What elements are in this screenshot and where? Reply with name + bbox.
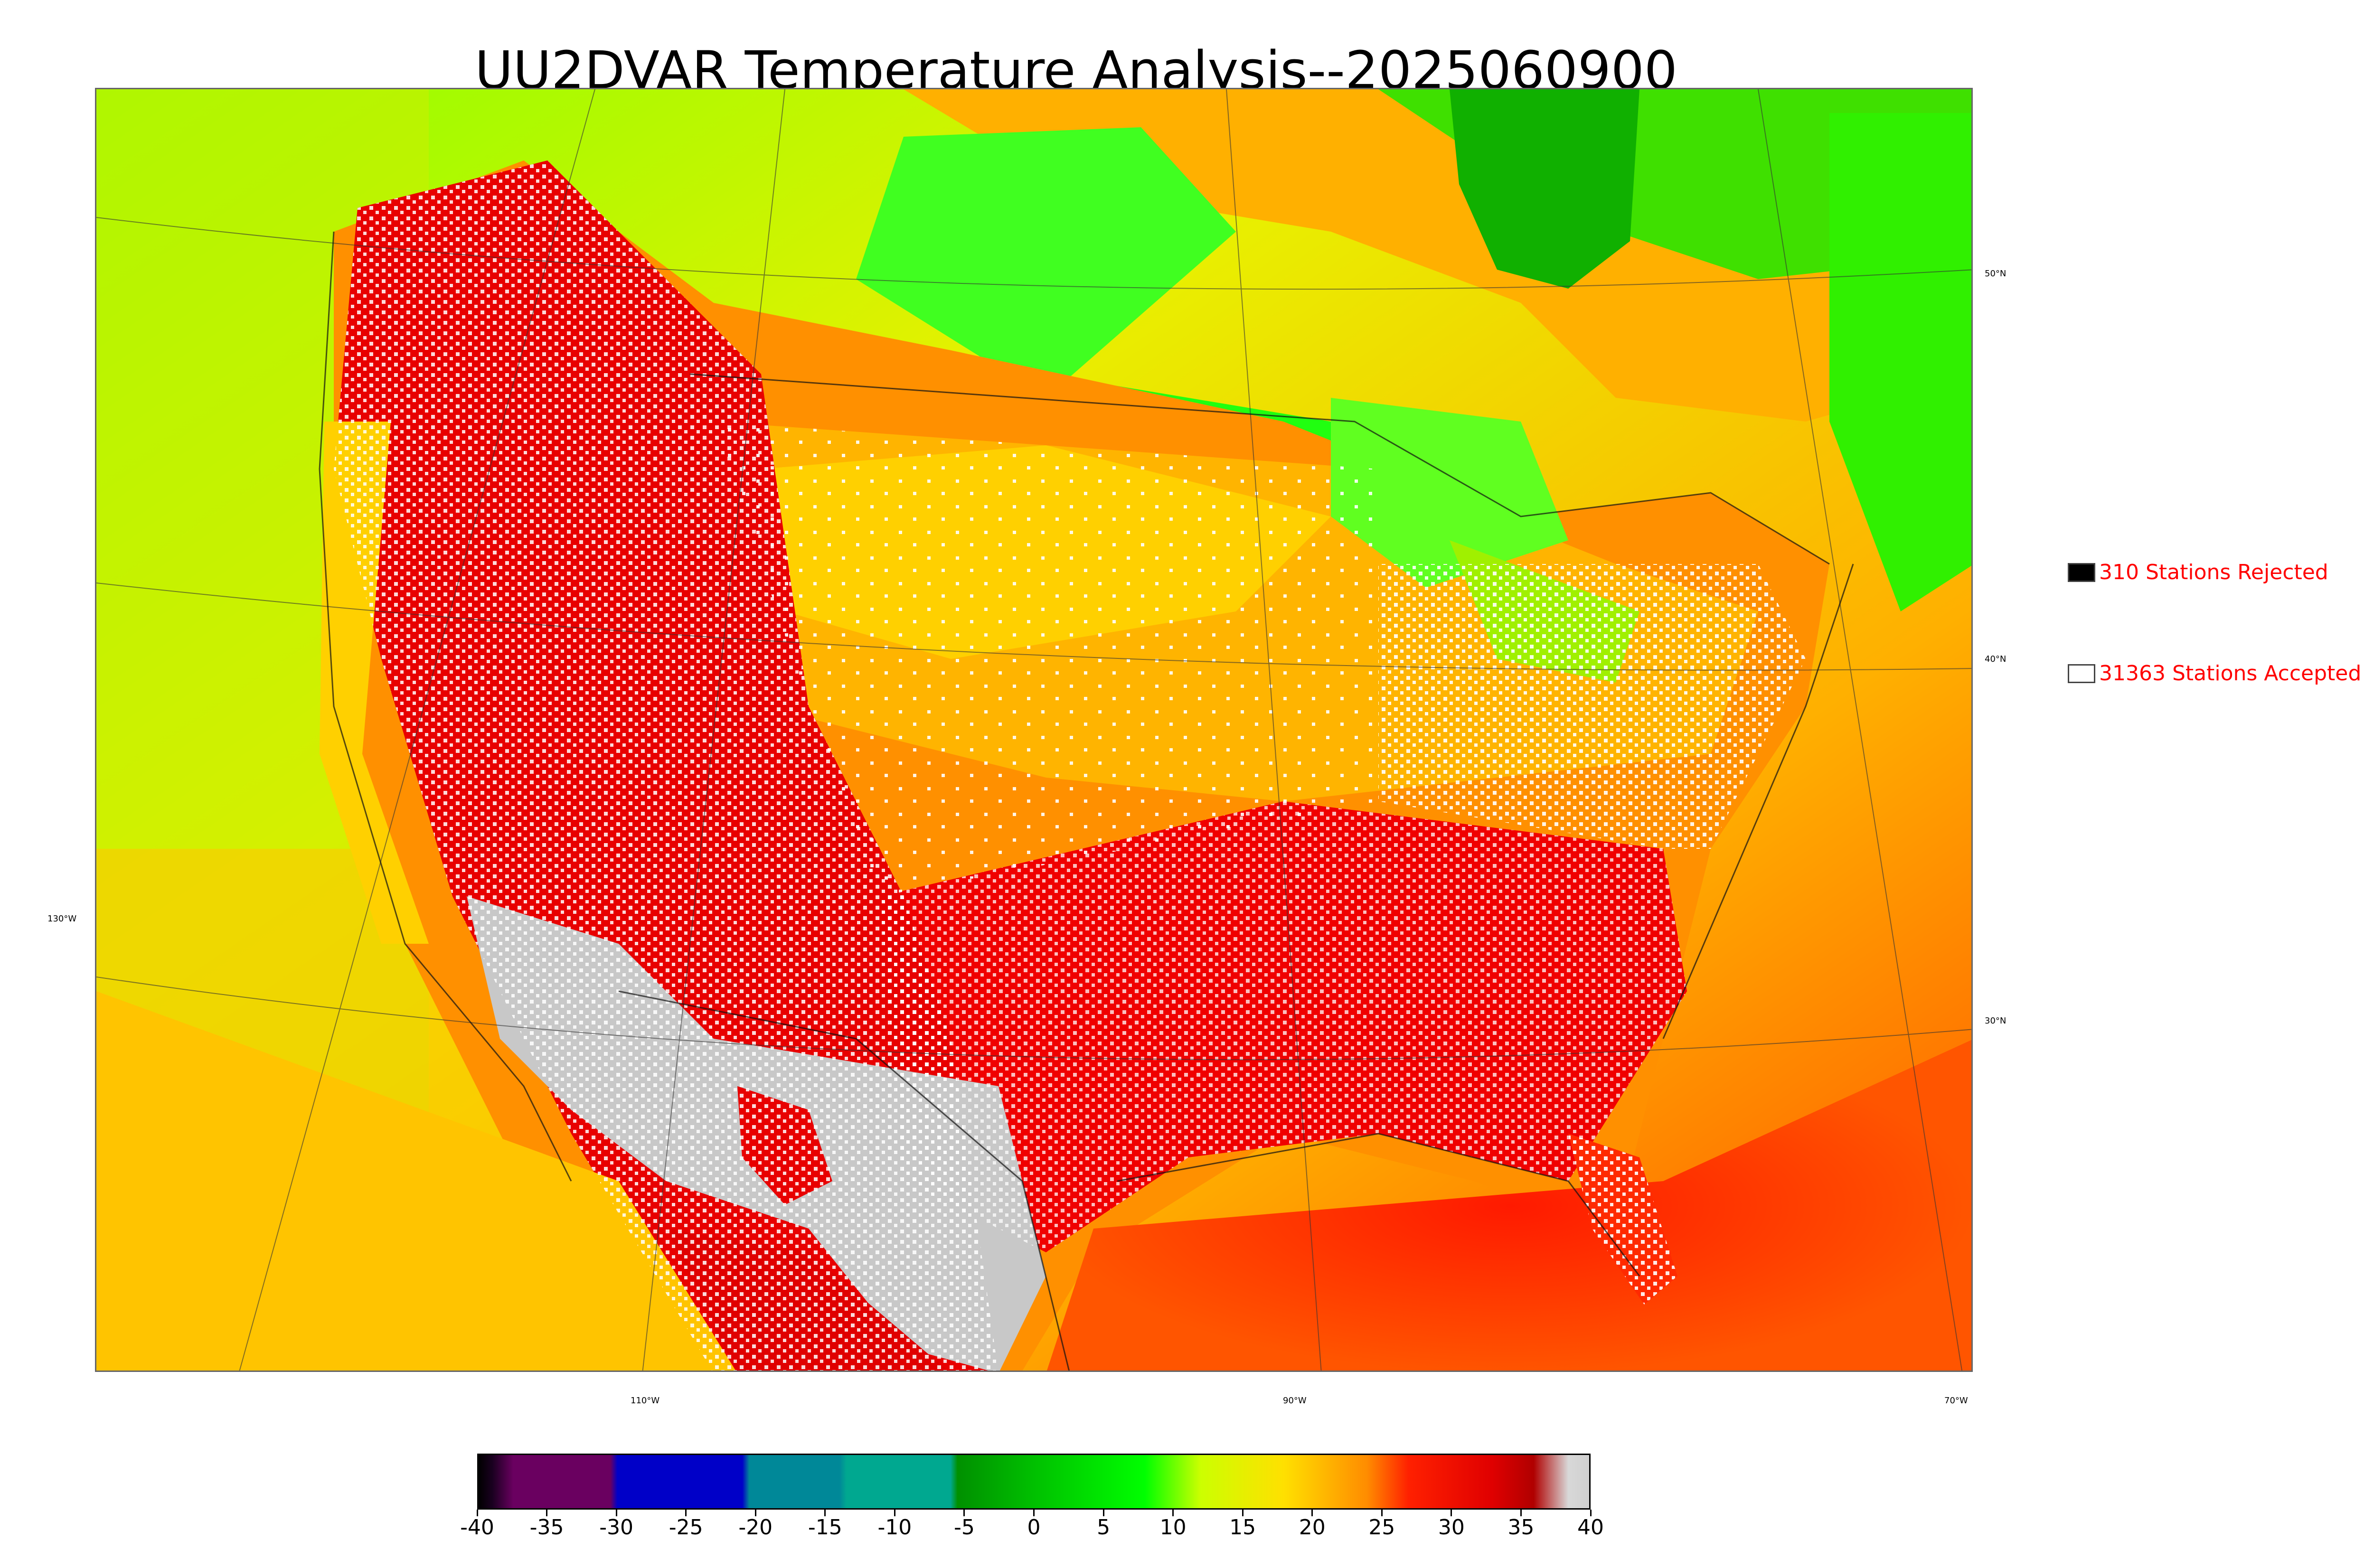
accepted-label: 31363 Stations Accepted: [2099, 661, 2362, 685]
colorbar-tick: [685, 1510, 687, 1516]
colorbar-tick: [615, 1510, 617, 1516]
lat-label-50: 50°N: [1985, 269, 2007, 279]
colorbar-tick-label: -40: [460, 1515, 494, 1540]
colorbar-tick: [754, 1510, 756, 1516]
colorbar-tick-label: 15: [1229, 1515, 1256, 1540]
colorbar-tick: [546, 1510, 548, 1516]
colorbar-tick: [1311, 1510, 1313, 1516]
legend-accepted: 31363 Stations Accepted: [2068, 661, 2361, 685]
colorbar-tick: [963, 1510, 965, 1516]
colorbar-tick-label: -35: [529, 1515, 564, 1540]
colorbar-tick: [824, 1510, 826, 1516]
temperature-colorbar: [477, 1454, 1591, 1510]
colorbar-tick-label: 40: [1577, 1515, 1604, 1540]
colorbar-tick-label: 25: [1368, 1515, 1395, 1540]
colorbar-tick-label: 0: [1027, 1515, 1041, 1540]
colorbar-tick: [1520, 1510, 1522, 1516]
lat-label-30: 30°N: [1985, 1016, 2007, 1026]
colorbar-tick-label: 20: [1299, 1515, 1326, 1540]
colorbar-tick-label: -25: [669, 1515, 703, 1540]
lon-label-70w: 70°W: [1944, 1396, 1968, 1406]
lat-label-40: 40°N: [1985, 654, 2007, 664]
colorbar-tick: [1451, 1510, 1452, 1516]
colorbar-tick: [1102, 1510, 1104, 1516]
colorbar-tick-label: 5: [1097, 1515, 1111, 1540]
colorbar-tick-label: 30: [1438, 1515, 1465, 1540]
colorbar-tick-label: -10: [877, 1515, 912, 1540]
colorbar-tick: [1172, 1510, 1174, 1516]
colorbar-tick-label: 10: [1159, 1515, 1187, 1540]
lon-label-130w: 130°W: [47, 914, 77, 924]
colorbar-tick-label: -5: [954, 1515, 975, 1540]
colorbar-tick: [1242, 1510, 1244, 1516]
colorbar-tick: [894, 1510, 895, 1516]
temperature-field: [96, 89, 1971, 1371]
colorbar-tick-label: -20: [738, 1515, 773, 1540]
colorbar-tick: [1033, 1510, 1035, 1516]
colorbar-tick-label: 35: [1507, 1515, 1535, 1540]
rejected-label: 310 Stations Rejected: [2099, 560, 2328, 584]
lon-label-90w: 90°W: [1283, 1396, 1307, 1406]
lon-label-110w: 110°W: [631, 1396, 660, 1406]
colorbar-tick-label: -30: [599, 1515, 634, 1540]
rejected-swatch: [2068, 563, 2095, 582]
colorbar-tick: [476, 1510, 478, 1516]
colorbar-tick-label: -15: [808, 1515, 842, 1540]
colorbar-tick: [1590, 1510, 1592, 1516]
accepted-swatch: [2068, 664, 2095, 683]
temperature-map: [95, 88, 1973, 1372]
legend-rejected: 310 Stations Rejected: [2068, 560, 2328, 584]
colorbar-tick: [1381, 1510, 1383, 1516]
